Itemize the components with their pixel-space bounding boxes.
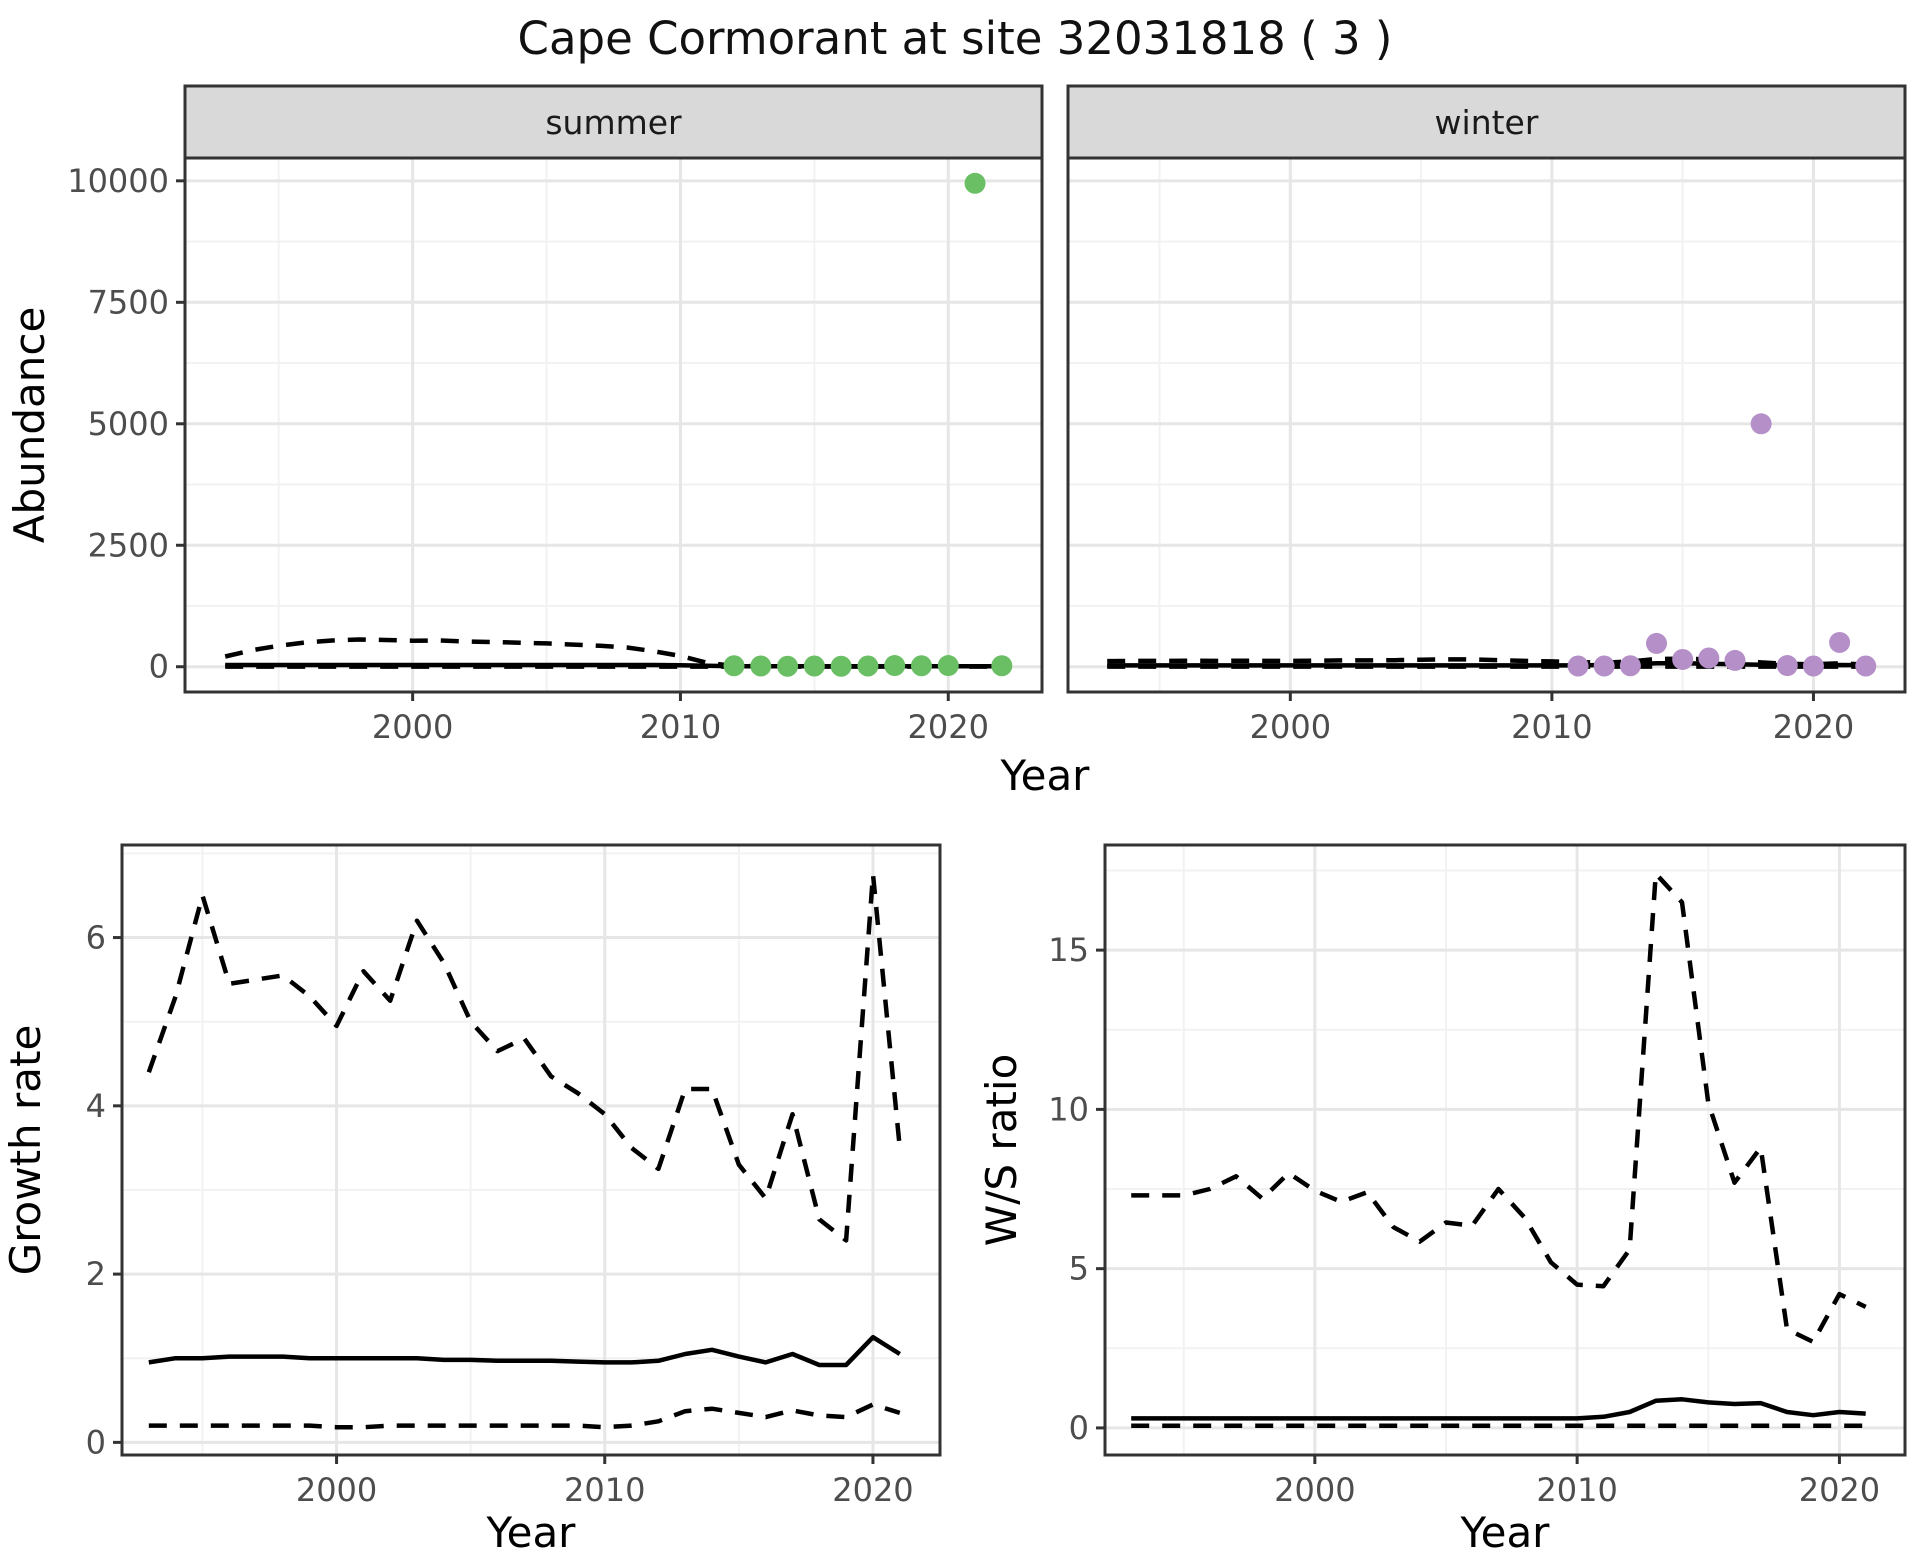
- x-axis-tick-label: 2010: [564, 1471, 645, 1509]
- panel-background: [1105, 845, 1905, 1455]
- data-point-observed_counts: [750, 655, 772, 677]
- y-axis-tick-label: 0: [86, 1423, 106, 1461]
- ws-ratio-axis-label: W/S ratio: [977, 1054, 1026, 1247]
- data-point-observed_counts: [1776, 655, 1798, 677]
- data-point-observed_counts: [857, 655, 879, 677]
- y-axis-tick-label: 7500: [88, 283, 169, 321]
- growth-year-axis-label: Year: [486, 1508, 577, 1557]
- data-point-observed_counts: [884, 655, 906, 677]
- x-axis-tick-label: 2000: [296, 1471, 377, 1509]
- panel-ws-ratio: 2000 2010 2020 0 5 10 15: [1048, 843, 1907, 1509]
- facet-strip-label: summer: [545, 103, 682, 142]
- ws-year-axis-label: Year: [1460, 1508, 1551, 1557]
- x-axis-tick-label: 2020: [908, 708, 989, 746]
- growth_rate-upper_ci-line: [146, 872, 903, 1243]
- abundance_summer-upper_ci-line: [224, 637, 1002, 669]
- data-point-observed_counts: [1619, 655, 1641, 677]
- growth_rate-mean-line: [148, 1334, 901, 1368]
- ws_ratio-upper_ci-line: [1131, 871, 1867, 1345]
- y-axis-tick-label: 6: [86, 919, 106, 957]
- data-point-observed_counts: [1567, 655, 1589, 677]
- x-axis-tick-label: 2010: [1536, 1471, 1617, 1509]
- y-axis-tick-label: 10000: [67, 162, 169, 200]
- data-point-observed_counts: [777, 655, 799, 677]
- x-axis-tick-label: 2020: [832, 1471, 913, 1509]
- y-axis-tick-label: 15: [1048, 931, 1089, 969]
- growth-rate-axis-label: Growth rate: [1, 1025, 50, 1276]
- data-point-observed_counts: [830, 655, 852, 677]
- ws_ratio-mean-line: [1131, 1397, 1866, 1421]
- abundance-axis-label: Abundance: [5, 307, 54, 544]
- panel-abundance-summer: summer 2000 2010 2020 0 2500 5000 7500 10000: [67, 84, 1044, 746]
- facet-strip: [183, 84, 1044, 160]
- data-point-observed_counts: [1672, 648, 1694, 670]
- data-point-observed_counts: [1829, 631, 1851, 653]
- data-point-observed_counts: [723, 655, 745, 677]
- panel-growth-rate: 2000 2010 2020 0 2 4 6: [86, 843, 942, 1509]
- y-axis-tick-label: 0: [1069, 1409, 1089, 1447]
- y-axis-tick-label: 10: [1048, 1090, 1089, 1128]
- panel-background: [122, 845, 940, 1455]
- y-axis-tick-label: 5: [1069, 1250, 1089, 1288]
- y-axis-tick-label: 2: [86, 1255, 106, 1293]
- data-point-observed_counts: [1646, 632, 1668, 654]
- x-axis-tick-label: 2000: [372, 708, 453, 746]
- data-point-observed_counts: [1750, 413, 1772, 435]
- x-axis-tick-label: 2010: [640, 708, 721, 746]
- y-axis-tick-label: 0: [149, 648, 169, 686]
- x-axis-tick-label: 2020: [1773, 708, 1854, 746]
- data-point-observed_counts: [803, 655, 825, 677]
- x-axis-tick-label: 2010: [1511, 708, 1592, 746]
- growth_rate-lower_ci-line: [148, 1402, 901, 1430]
- data-point-observed_counts: [1724, 649, 1746, 671]
- data-point-observed_counts: [1593, 655, 1615, 677]
- y-axis-tick-label: 5000: [88, 405, 169, 443]
- facet-strip: [1066, 84, 1907, 160]
- data-point-observed_counts: [991, 655, 1013, 677]
- facet-strip-label: winter: [1435, 103, 1539, 142]
- data-point-observed_counts: [1802, 655, 1824, 677]
- top-year-axis-label: Year: [1000, 751, 1091, 800]
- x-axis-tick-label: 2020: [1799, 1471, 1880, 1509]
- y-axis-tick-label: 2500: [88, 526, 169, 564]
- panel-border: [1103, 843, 1907, 1457]
- chart-title: Cape Cormorant at site 32031818 ( 3 ): [518, 12, 1393, 65]
- data-point-observed_counts: [1698, 647, 1720, 669]
- panel-abundance-winter: winter 2000 2010 2020: [1066, 84, 1907, 746]
- panel-border: [120, 843, 942, 1457]
- data-point-observed_counts: [964, 172, 986, 194]
- data-point-observed_counts: [937, 655, 959, 677]
- x-axis-tick-label: 2000: [1250, 708, 1331, 746]
- data-point-observed_counts: [910, 655, 932, 677]
- data-point-observed_counts: [1855, 655, 1877, 677]
- x-axis-tick-label: 2000: [1274, 1471, 1355, 1509]
- y-axis-tick-label: 4: [86, 1087, 106, 1125]
